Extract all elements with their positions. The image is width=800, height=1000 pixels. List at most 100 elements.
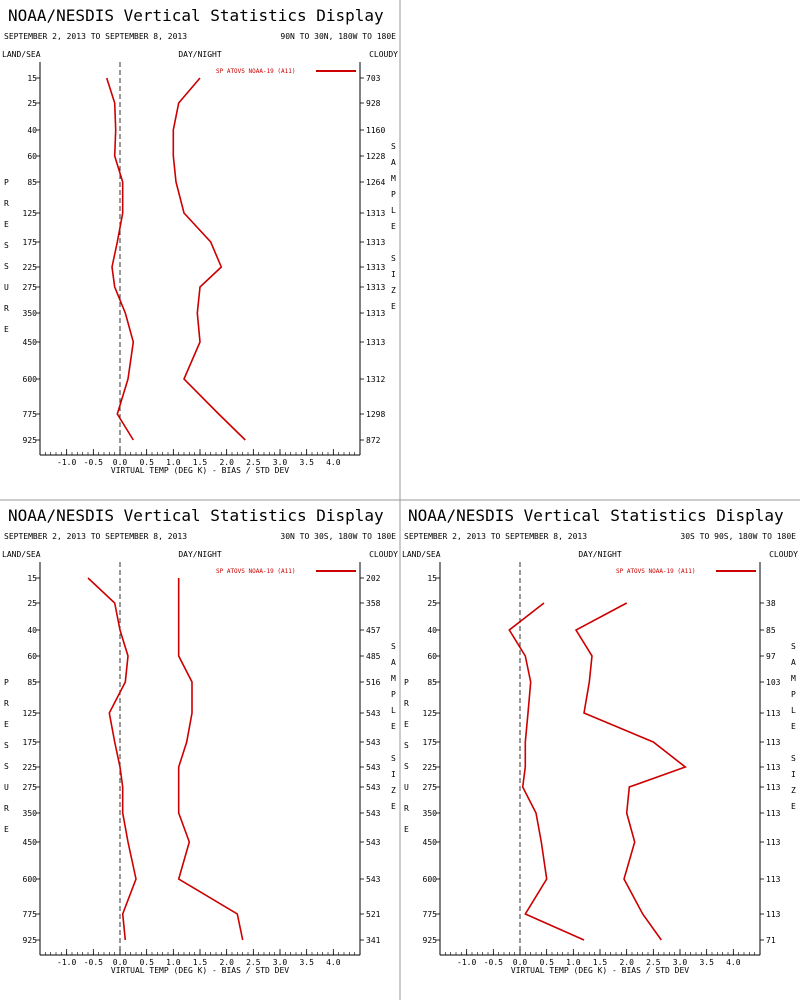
sample-size-label: 97 xyxy=(766,652,776,661)
x-tick-label: 1.5 xyxy=(193,958,208,967)
x-tick-label: 2.5 xyxy=(246,958,261,967)
pressure-axis-letter: E xyxy=(404,720,409,729)
pressure-level-label: 600 xyxy=(423,875,438,884)
sample-axis-letter: L xyxy=(391,206,396,215)
x-tick-label: 4.0 xyxy=(326,458,341,467)
sample-size-label: 1313 xyxy=(366,209,385,218)
sample-size-label: 113 xyxy=(766,875,781,884)
sample-axis-letter: E xyxy=(791,722,796,731)
pressure-axis-letter: R xyxy=(4,804,9,813)
x-tick-label: 2.5 xyxy=(646,958,661,967)
land-sea-label: LAND/SEA xyxy=(2,550,41,559)
pressure-axis-letter: E xyxy=(404,825,409,834)
sample-axis-letter: E xyxy=(791,802,796,811)
pressure-axis-letter: U xyxy=(4,283,9,292)
sample-size-label: 543 xyxy=(366,709,381,718)
sample-axis-letter: E xyxy=(391,722,396,731)
sample-axis-letter: L xyxy=(791,706,796,715)
x-tick-label: 1.5 xyxy=(193,458,208,467)
pressure-level-label: 925 xyxy=(23,436,38,445)
sample-axis-letter: P xyxy=(791,690,796,699)
region-label: 30N TO 30S, 180W TO 180E xyxy=(280,532,396,541)
pressure-level-label: 175 xyxy=(23,738,38,747)
pressure-level-label: 600 xyxy=(23,875,38,884)
sample-axis-letter: I xyxy=(791,770,796,779)
x-axis-label: VIRTUAL TEMP (DEG K) - BIAS / STD DEV xyxy=(111,466,289,475)
sample-size-label: 1264 xyxy=(366,178,385,187)
x-tick-label: 0.0 xyxy=(113,458,128,467)
x-tick-label: -0.5 xyxy=(84,958,103,967)
sample-size-label: 85 xyxy=(766,626,776,635)
series-line-bias xyxy=(105,77,135,441)
pressure-level-label: 775 xyxy=(423,910,438,919)
pressure-level-label: 60 xyxy=(27,652,37,661)
pressure-axis-letter: U xyxy=(404,783,409,792)
pressure-level-label: 925 xyxy=(423,936,438,945)
x-tick-label: 0.0 xyxy=(513,958,528,967)
pressure-level-label: 25 xyxy=(27,599,37,608)
pressure-level-label: 175 xyxy=(23,238,38,247)
x-tick-label: 0.5 xyxy=(139,458,154,467)
pressure-axis-letter: S xyxy=(4,262,9,271)
x-tick-label: 0.5 xyxy=(539,958,554,967)
x-tick-label: 3.0 xyxy=(273,958,288,967)
pressure-axis-letter: R xyxy=(4,304,9,313)
pressure-axis-letter: S xyxy=(4,741,9,750)
sample-size-label: 457 xyxy=(366,626,381,635)
pressure-level-label: 25 xyxy=(27,99,37,108)
pressure-axis-letter: P xyxy=(4,678,9,687)
sample-size-label: 1312 xyxy=(366,375,385,384)
x-tick-label: -1.0 xyxy=(457,958,476,967)
date-range: SEPTEMBER 2, 2013 TO SEPTEMBER 8, 2013 xyxy=(4,532,187,541)
chart-panel-1: NOAA/NESDIS Vertical Statistics Display S… xyxy=(2,6,398,475)
sample-size-label: 543 xyxy=(366,763,381,772)
pressure-level-label: 600 xyxy=(23,375,38,384)
pressure-axis-letter: R xyxy=(4,199,9,208)
sample-axis-letter: P xyxy=(391,690,396,699)
x-tick-label: 0.0 xyxy=(113,958,128,967)
x-tick-label: 3.0 xyxy=(273,458,288,467)
sample-axis-letter: L xyxy=(391,706,396,715)
legend-label: SP ATOVS NOAA-19 (A11) xyxy=(616,568,695,575)
sample-size-label: 1160 xyxy=(366,126,385,135)
pressure-axis-letter: E xyxy=(4,720,9,729)
sample-axis-letter: M xyxy=(791,674,796,683)
x-tick-label: -1.0 xyxy=(57,458,76,467)
sample-size-label: 1313 xyxy=(366,238,385,247)
date-range: SEPTEMBER 2, 2013 TO SEPTEMBER 8, 2013 xyxy=(4,32,187,41)
day-night-label: DAY/NIGHT xyxy=(178,550,222,559)
sample-size-label: 38 xyxy=(766,599,776,608)
pressure-level-label: 775 xyxy=(23,910,38,919)
sample-size-label: 113 xyxy=(766,783,781,792)
sample-axis-letter: A xyxy=(791,658,796,667)
sample-size-label: 543 xyxy=(366,783,381,792)
x-tick-label: 1.0 xyxy=(566,958,581,967)
day-night-label: DAY/NIGHT xyxy=(178,50,222,59)
pressure-axis-letter: E xyxy=(4,220,9,229)
sample-axis-letter: Z xyxy=(391,286,396,295)
pressure-level-label: 775 xyxy=(23,410,38,419)
pressure-axis-letter: S xyxy=(404,762,409,771)
sample-axis-letter: E xyxy=(391,222,396,231)
pressure-level-label: 175 xyxy=(423,738,438,747)
series-line-std_dev xyxy=(172,77,246,441)
sample-size-label: 113 xyxy=(766,763,781,772)
sample-axis-letter: Z xyxy=(391,786,396,795)
pressure-level-label: 40 xyxy=(27,126,37,135)
region-label: 90N TO 30N, 180W TO 180E xyxy=(280,32,396,41)
pressure-level-label: 15 xyxy=(427,574,437,583)
sample-axis-letter: A xyxy=(391,158,396,167)
pressure-level-label: 40 xyxy=(27,626,37,635)
sample-size-label: 516 xyxy=(366,678,381,687)
pressure-level-label: 85 xyxy=(427,678,437,687)
x-tick-label: 2.0 xyxy=(219,958,234,967)
sample-axis-letter: I xyxy=(391,270,396,279)
panel-title: NOAA/NESDIS Vertical Statistics Display xyxy=(8,6,384,25)
pressure-axis-letter: S xyxy=(4,241,9,250)
sample-size-label: 113 xyxy=(766,709,781,718)
x-tick-label: 3.5 xyxy=(299,458,314,467)
pressure-level-label: 450 xyxy=(23,838,38,847)
cloudy-label: CLOUDY xyxy=(369,50,398,59)
series-line-std_dev xyxy=(574,602,687,941)
